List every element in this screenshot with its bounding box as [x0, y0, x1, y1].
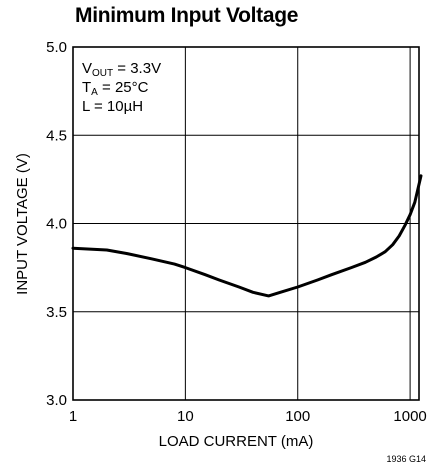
annotation-vout: VOUT = 3.3V [82, 60, 161, 79]
x-tick-label: 1000 [393, 408, 426, 425]
plot-frame [72, 46, 420, 401]
y-tick-label: 5.0 [46, 39, 67, 56]
y-tick-label: 3.0 [46, 392, 67, 409]
y-tick-label: 3.5 [46, 304, 67, 321]
x-tick-label: 100 [285, 408, 310, 425]
annotation-inductor: L = 10µH [82, 98, 143, 115]
chart-title: Minimum Input Voltage [75, 4, 299, 27]
x-tick-label: 10 [177, 408, 194, 425]
y-tick-labels: 3.0 3.5 4.0 4.5 5.0 [46, 39, 67, 409]
x-axis-label: LOAD CURRENT (mA) [159, 433, 314, 450]
annotation-ta: TA = 25°C [82, 79, 149, 98]
x-tick-label: 1 [69, 408, 77, 425]
figure-id: 1936 G14 [386, 454, 426, 464]
series-line [71, 174, 423, 298]
y-axis-label: INPUT VOLTAGE (V) [14, 153, 31, 295]
x-tick-labels: 1 10 100 1000 [69, 408, 427, 425]
y-tick-label: 4.5 [46, 127, 67, 144]
y-tick-label: 4.0 [46, 216, 67, 233]
